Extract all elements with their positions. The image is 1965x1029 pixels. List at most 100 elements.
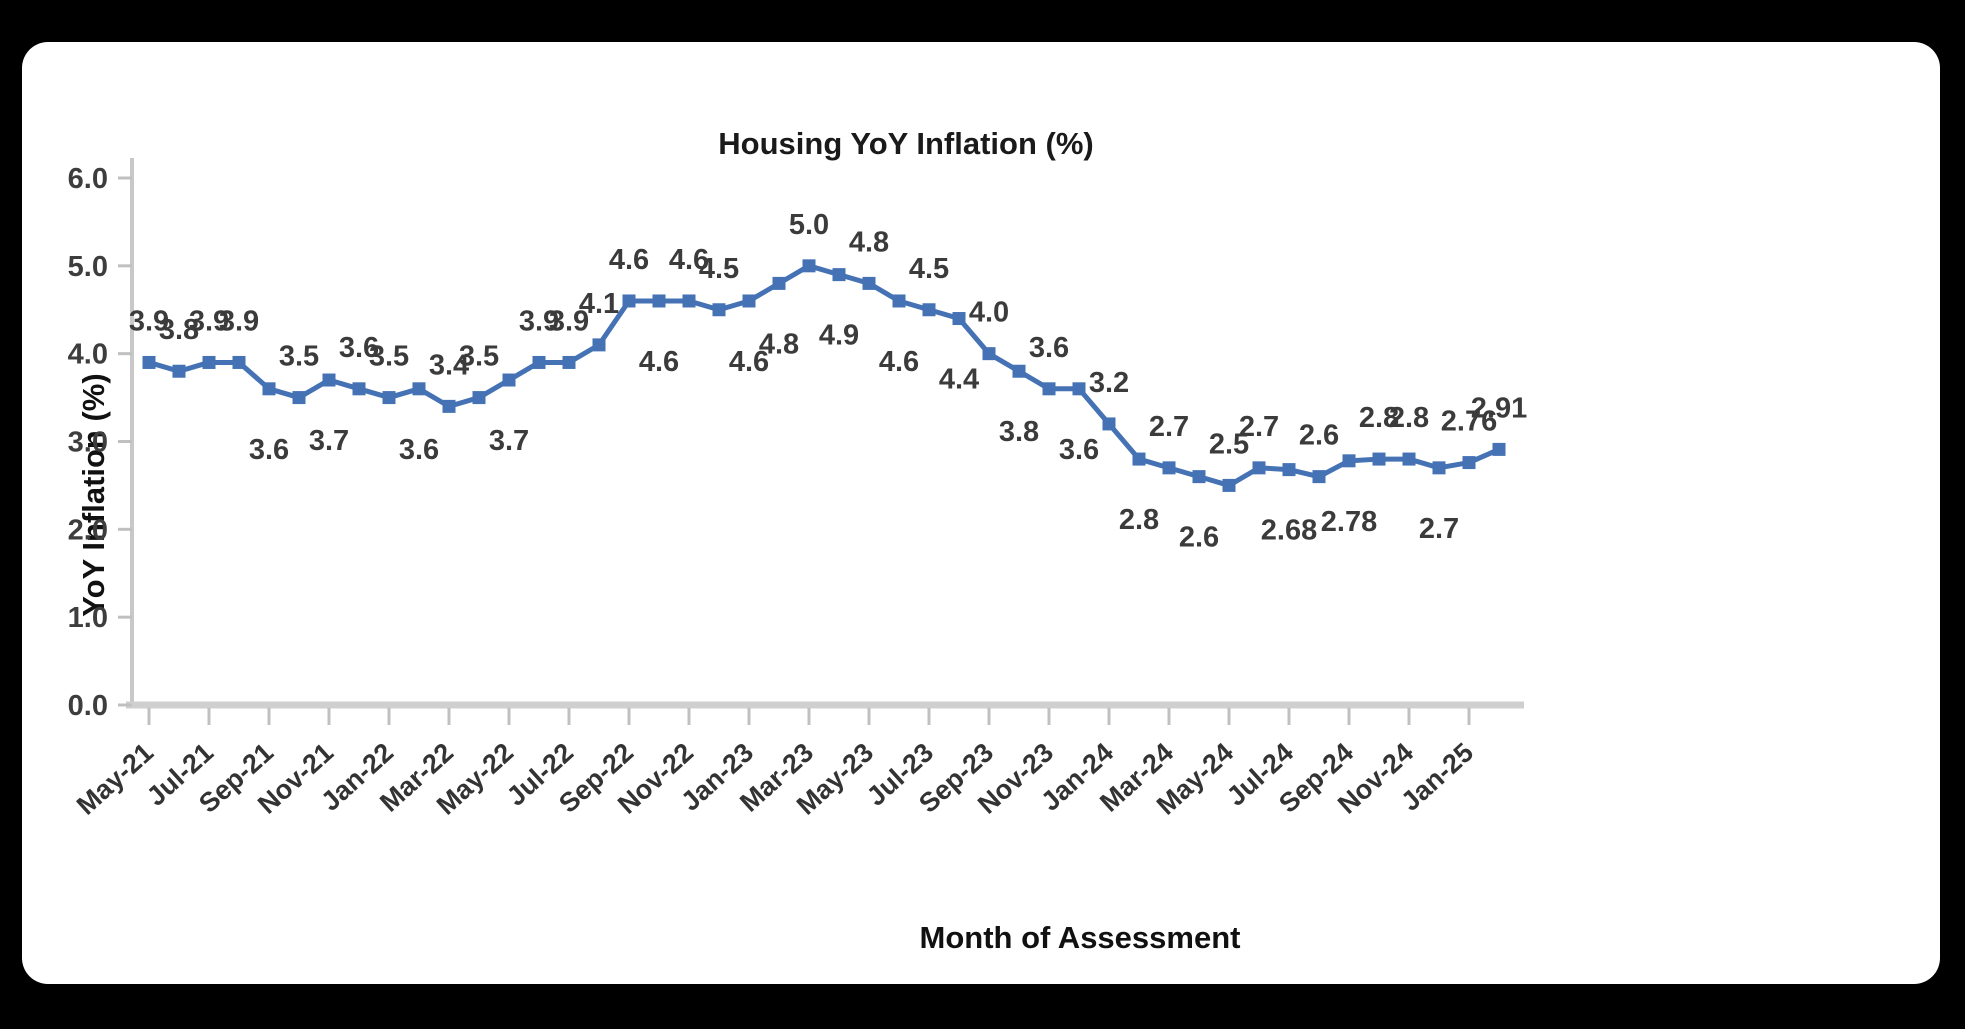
data-point-label: 2.5 (1209, 428, 1249, 460)
data-point-label: 3.6 (1029, 332, 1069, 364)
x-axis-title: Month of Assessment (919, 920, 1241, 955)
data-point-label: 4.6 (669, 244, 709, 276)
y-tick-label: 6.0 (68, 163, 108, 195)
data-point-marker (382, 391, 396, 405)
data-point-marker (1192, 470, 1206, 484)
data-point-marker (742, 294, 756, 308)
data-point-label: 4.6 (609, 244, 649, 276)
data-point-marker (652, 294, 666, 308)
data-point-marker (1462, 456, 1476, 470)
y-axis-ticks: 0.0 1.0 2.0 3.0 4.0 5.0 6.0 (68, 163, 132, 722)
data-point-label: 3.5 (459, 341, 499, 373)
series-line (148, 263, 1501, 488)
chart-axes (126, 158, 1524, 709)
data-point-label: 4.5 (909, 253, 949, 285)
data-point-label: 3.9 (129, 305, 169, 337)
data-point-marker (1222, 478, 1236, 492)
data-point-label: 3.6 (399, 434, 439, 466)
data-point-marker (1132, 452, 1146, 466)
data-point-marker (232, 355, 246, 369)
chart-panel: Housing YoY Inflation (%) YoY Inflation … (22, 42, 1940, 984)
data-point-label: 3.5 (369, 341, 409, 373)
data-point-label: 2.6 (1299, 420, 1339, 452)
series-markers (142, 259, 1506, 492)
data-point-label: 4.8 (759, 328, 799, 360)
data-point-label: 2.91 (1471, 392, 1527, 424)
y-tick-label: 3.0 (68, 427, 108, 459)
data-point-marker (1012, 364, 1026, 378)
data-point-label: 2.8 (1389, 402, 1429, 434)
data-point-label: 3.9 (549, 305, 589, 337)
data-point-label: 2.8 (1359, 402, 1399, 434)
data-point-label: 2.7 (1419, 513, 1459, 545)
y-tick-label: 1.0 (68, 602, 108, 634)
data-point-label: 5.0 (789, 209, 829, 241)
data-point-marker (532, 355, 546, 369)
data-point-marker (682, 294, 696, 308)
data-point-label: 3.6 (1059, 434, 1099, 466)
data-point-marker (592, 338, 606, 352)
data-point-marker (622, 294, 636, 308)
data-point-marker (1072, 382, 1086, 396)
data-point-marker (1372, 452, 1386, 466)
data-point-label: 3.9 (519, 305, 559, 337)
data-point-marker (322, 373, 336, 387)
data-point-marker (982, 347, 996, 361)
data-point-label: 4.8 (849, 226, 889, 258)
data-point-label: 2.7 (1149, 411, 1189, 443)
y-tick-label: 0.0 (68, 690, 108, 722)
data-point-label: 3.4 (429, 349, 469, 381)
data-point-label: 3.7 (489, 425, 529, 457)
data-point-label: 2.68 (1261, 515, 1317, 547)
data-point-marker (832, 268, 846, 282)
y-tick-label: 5.0 (68, 251, 108, 283)
data-point-label: 4.6 (729, 346, 769, 378)
chart-title: Housing YoY Inflation (%) (718, 126, 1094, 161)
data-point-marker (1312, 470, 1326, 484)
data-point-marker (1042, 382, 1056, 396)
data-point-marker (1282, 463, 1296, 477)
x-tick-label: May-21 (71, 737, 159, 821)
data-labels: 3.93.83.93.93.63.53.73.63.53.63.43.53.73… (129, 209, 1527, 554)
data-point-marker (1102, 417, 1116, 431)
data-point-marker (562, 355, 576, 369)
y-tick-label: 2.0 (68, 514, 108, 546)
data-point-label: 2.6 (1179, 522, 1219, 554)
x-axis-ticks: May-21Jul-21Sep-21Nov-21Jan-22Mar-22May-… (71, 708, 1479, 821)
data-point-label: 2.7 (1239, 411, 1279, 443)
data-point-marker (952, 312, 966, 326)
data-point-label: 3.5 (279, 341, 319, 373)
data-point-label: 3.6 (249, 434, 289, 466)
data-point-label: 4.9 (819, 320, 859, 352)
data-point-marker (262, 382, 276, 396)
data-point-marker (802, 259, 816, 273)
data-point-label: 2.76 (1441, 406, 1497, 438)
data-point-label: 3.9 (189, 305, 229, 337)
data-point-marker (1492, 442, 1506, 456)
data-point-marker (352, 382, 366, 396)
data-point-marker (772, 276, 786, 290)
data-point-marker (472, 391, 486, 405)
data-point-label: 3.2 (1089, 367, 1129, 399)
data-point-label: 4.6 (879, 346, 919, 378)
inflation-line (148, 263, 1501, 488)
data-point-marker (202, 355, 216, 369)
data-point-marker (1252, 461, 1266, 475)
data-point-label: 4.6 (639, 346, 679, 378)
data-point-marker (1162, 461, 1176, 475)
data-point-label: 3.8 (159, 314, 199, 346)
data-point-marker (1432, 461, 1446, 475)
data-point-marker (292, 391, 306, 405)
data-point-label: 3.9 (219, 305, 259, 337)
data-point-marker (1402, 452, 1416, 466)
data-point-marker (412, 382, 426, 396)
data-point-label: 4.1 (579, 288, 619, 320)
data-point-label: 4.5 (699, 253, 739, 285)
data-point-marker (892, 294, 906, 308)
data-point-marker (142, 355, 156, 369)
data-point-marker (172, 364, 186, 378)
data-point-label: 4.4 (939, 364, 979, 396)
data-point-marker (862, 276, 876, 290)
